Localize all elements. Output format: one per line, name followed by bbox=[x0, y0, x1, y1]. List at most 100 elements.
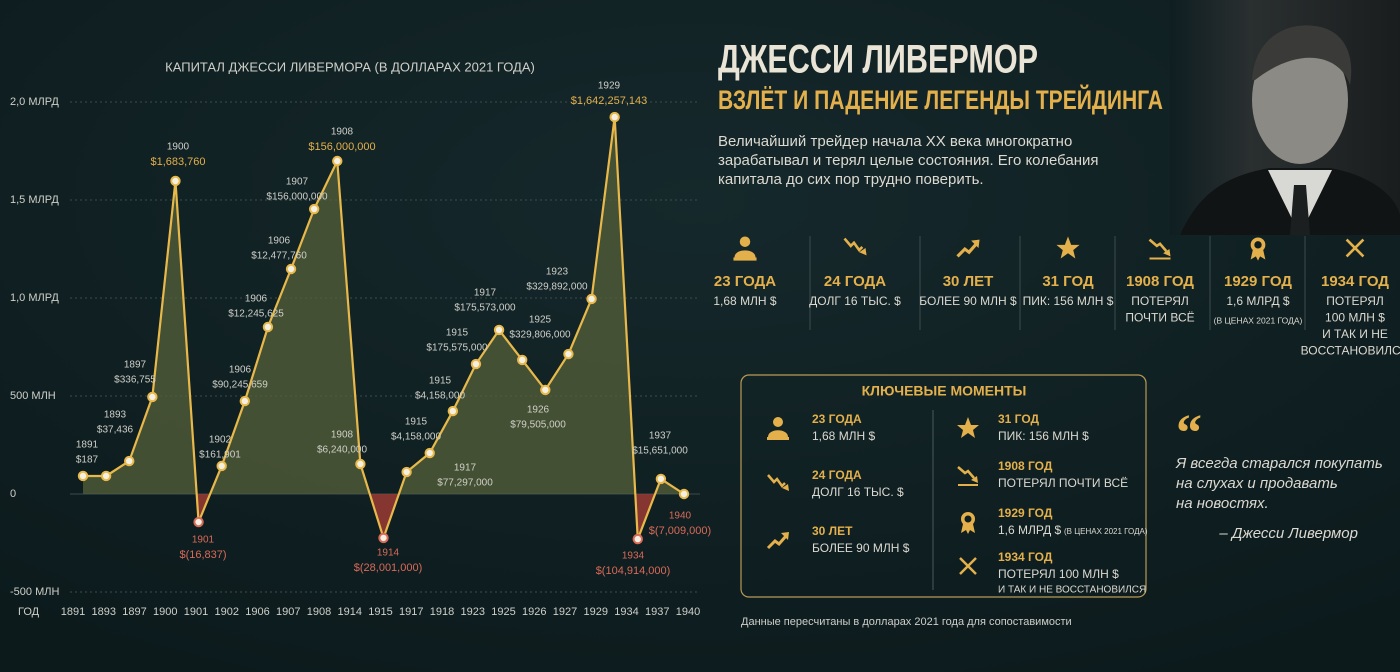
icon-part bbox=[767, 474, 786, 488]
point bbox=[516, 354, 528, 366]
icon-part bbox=[957, 466, 975, 479]
x-tick-label: 1918 bbox=[430, 606, 454, 618]
icon bbox=[956, 239, 980, 258]
x-axis-title: ГОД bbox=[18, 606, 40, 618]
stat-heading: 1934 ГОД bbox=[1321, 273, 1389, 290]
point bbox=[147, 391, 158, 403]
point bbox=[262, 321, 274, 333]
icon-part bbox=[961, 524, 975, 534]
annotation-amount: $4,158,000 bbox=[415, 391, 465, 402]
annotation-amount: $(16,837) bbox=[179, 549, 226, 561]
annotation-year: 1915 bbox=[405, 417, 428, 428]
moment-note: (В ЦЕНАХ 2021 ГОДА) bbox=[1064, 527, 1148, 536]
icon-part bbox=[971, 476, 978, 483]
quote-line: Я всегда старался покупать bbox=[1175, 455, 1383, 472]
icon-part bbox=[733, 257, 757, 261]
annotation-year: 1914 bbox=[377, 548, 400, 559]
icon-part bbox=[1254, 241, 1262, 249]
annotation-amount: $156,000,000 bbox=[308, 141, 375, 153]
stat-text: 100 МЛН $ bbox=[1325, 311, 1385, 325]
point bbox=[493, 324, 505, 336]
stat-text: И ТАК И НЕ bbox=[1322, 327, 1388, 341]
icon-part bbox=[1250, 250, 1266, 261]
point bbox=[124, 455, 135, 467]
annotation-amount: $12,477,760 bbox=[251, 251, 307, 262]
annotation-amount: $1,683,760 bbox=[150, 156, 205, 168]
subtitle: ВЗЛЁТ И ПАДЕНИЕ ЛЕГЕНДЫ ТРЕЙДИНГА bbox=[718, 84, 1163, 115]
icon-part bbox=[768, 430, 788, 437]
annotation-year: 1917 bbox=[454, 463, 477, 474]
annotation-amount: $156,000,000 bbox=[266, 192, 328, 203]
annotation-amount: $79,505,000 bbox=[510, 420, 566, 431]
icon bbox=[1056, 236, 1080, 259]
annotation-amount: $161,901 bbox=[199, 450, 241, 461]
icon-part bbox=[959, 557, 977, 575]
stat-text: ПОЧТИ ВСЁ bbox=[1125, 311, 1194, 325]
stat-text: БОЛЕЕ 90 МЛН $ bbox=[919, 294, 1017, 308]
point bbox=[470, 358, 482, 370]
point bbox=[655, 473, 667, 485]
quote-mark: “ bbox=[1176, 405, 1202, 462]
y-tick-label: 0 bbox=[10, 488, 16, 500]
stat-heading: 1929 ГОД bbox=[1224, 273, 1292, 290]
point bbox=[332, 155, 343, 167]
annotation-year: 1929 bbox=[598, 81, 621, 92]
icon bbox=[767, 417, 789, 440]
quote-line: на новостях. bbox=[1176, 495, 1269, 512]
moment-text: ПОТЕРЯЛ ПОЧТИ ВСЁ bbox=[998, 476, 1128, 490]
portrait bbox=[1170, 0, 1400, 235]
annotation-amount: $(7,009,000) bbox=[649, 525, 711, 537]
annotation-year: 1897 bbox=[124, 360, 147, 371]
x-tick-label: 1940 bbox=[676, 606, 700, 618]
annotation-year: 1906 bbox=[229, 365, 252, 376]
annotation-amount: $77,297,000 bbox=[437, 478, 493, 489]
annotation-amount: $175,575,000 bbox=[426, 343, 488, 354]
point bbox=[401, 466, 412, 478]
point bbox=[285, 263, 297, 275]
annotation-year: 1908 bbox=[331, 430, 354, 441]
point bbox=[216, 460, 227, 472]
icon bbox=[959, 557, 977, 575]
annotation-year: 1934 bbox=[622, 551, 645, 562]
point bbox=[424, 447, 435, 459]
stat-heading: 24 ГОДА bbox=[824, 273, 886, 290]
moment-heading: 1934 ГОД bbox=[998, 550, 1053, 564]
annotation-year: 1893 bbox=[104, 410, 127, 421]
annotation-amount: $336,755 bbox=[114, 375, 156, 386]
annotation-year: 1926 bbox=[527, 405, 550, 416]
annotation-year: 1906 bbox=[245, 294, 268, 305]
annotation-year: 1906 bbox=[268, 236, 291, 247]
description-line: зарабатывал и терял целые состояния. Его… bbox=[718, 152, 1099, 169]
annotation-amount: $1,642,257,143 bbox=[571, 95, 647, 107]
x-tick-label: 1901 bbox=[184, 606, 208, 618]
moment-heading: 1929 ГОД bbox=[998, 506, 1053, 520]
chart-title: КАПИТАЛ ДЖЕССИ ЛИВЕРМОРА (В ДОЛЛАРАХ 202… bbox=[165, 59, 535, 74]
icon-part bbox=[1056, 236, 1080, 259]
icon bbox=[843, 237, 867, 256]
x-tick-label: 1937 bbox=[645, 606, 669, 618]
stat-text: ПОТЕРЯЛ bbox=[1326, 294, 1384, 308]
point bbox=[586, 293, 597, 305]
x-tick-label: 1915 bbox=[368, 606, 392, 618]
x-tick-label: 1907 bbox=[276, 606, 300, 618]
icon bbox=[767, 474, 789, 491]
footnote: Данные пересчитаны в долларах 2021 года … bbox=[741, 616, 1072, 628]
point bbox=[540, 384, 551, 396]
annotation-amount: $15,651,000 bbox=[632, 446, 688, 457]
stat-heading: 30 ЛЕТ bbox=[943, 273, 994, 290]
icon bbox=[766, 532, 789, 550]
point bbox=[447, 405, 459, 417]
annotation-amount: $329,892,000 bbox=[526, 282, 588, 293]
icon-part bbox=[781, 532, 789, 540]
annotation-amount: $175,573,000 bbox=[454, 303, 516, 314]
icon-part bbox=[782, 484, 789, 491]
quote-author: – Джесси Ливермор bbox=[1218, 525, 1358, 542]
description-line: Величайший трейдер начала XX века многок… bbox=[718, 133, 1072, 150]
stat-text: 1,68 МЛН $ bbox=[713, 294, 777, 308]
point bbox=[355, 458, 366, 470]
moment-heading: 24 ГОДА bbox=[812, 468, 862, 482]
moment-text: БОЛЕЕ 90 МЛН $ bbox=[812, 541, 910, 555]
annotation-year: 1907 bbox=[286, 177, 309, 188]
annotation-amount: $(28,001,000) bbox=[354, 562, 423, 574]
icon-part bbox=[964, 515, 972, 523]
